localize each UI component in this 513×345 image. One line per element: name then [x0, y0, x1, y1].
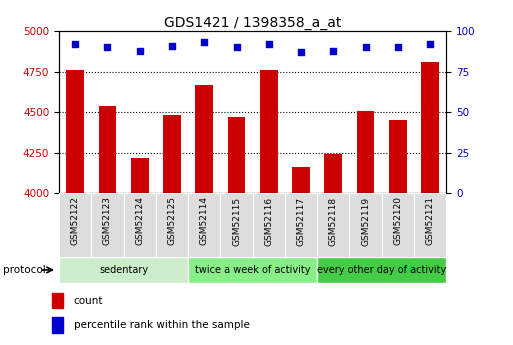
Bar: [163, 115, 181, 345]
Title: GDS1421 / 1398358_a_at: GDS1421 / 1398358_a_at: [164, 16, 341, 30]
Bar: [421, 62, 439, 345]
Point: [265, 41, 273, 47]
Text: GSM52120: GSM52120: [393, 196, 402, 245]
Text: GSM52117: GSM52117: [297, 196, 306, 246]
Point: [168, 43, 176, 48]
Text: GSM52118: GSM52118: [329, 196, 338, 246]
Bar: [156, 193, 188, 257]
Text: GSM52125: GSM52125: [167, 196, 176, 245]
Bar: [195, 85, 213, 345]
Text: GSM52122: GSM52122: [71, 196, 80, 245]
Point: [232, 45, 241, 50]
Text: sedentary: sedentary: [99, 265, 148, 275]
Text: GSM52124: GSM52124: [135, 196, 144, 245]
Bar: [317, 193, 349, 257]
Point: [394, 45, 402, 50]
Text: percentile rank within the sample: percentile rank within the sample: [74, 320, 250, 330]
Bar: [260, 70, 278, 345]
Point: [103, 45, 111, 50]
Bar: [91, 193, 124, 257]
Bar: [414, 193, 446, 257]
Bar: [66, 70, 84, 345]
Bar: [52, 317, 63, 333]
Bar: [317, 257, 446, 283]
Bar: [285, 193, 317, 257]
Bar: [98, 106, 116, 345]
Point: [426, 41, 435, 47]
Text: GSM52119: GSM52119: [361, 196, 370, 246]
Bar: [188, 193, 221, 257]
Bar: [349, 193, 382, 257]
Bar: [221, 193, 252, 257]
Text: twice a week of activity: twice a week of activity: [195, 265, 310, 275]
Point: [71, 41, 79, 47]
Bar: [59, 257, 188, 283]
Text: GSM52115: GSM52115: [232, 196, 241, 246]
Bar: [357, 110, 374, 345]
Text: GSM52123: GSM52123: [103, 196, 112, 245]
Point: [135, 48, 144, 53]
Point: [297, 49, 305, 55]
Text: every other day of activity: every other day of activity: [317, 265, 446, 275]
Bar: [124, 193, 156, 257]
Bar: [188, 257, 317, 283]
Text: GSM52116: GSM52116: [264, 196, 273, 246]
Text: count: count: [74, 296, 104, 306]
Bar: [389, 120, 407, 345]
Bar: [324, 154, 342, 345]
Bar: [59, 193, 91, 257]
Point: [362, 45, 370, 50]
Bar: [292, 167, 310, 345]
Point: [200, 40, 208, 45]
Text: protocol: protocol: [3, 265, 45, 275]
Bar: [52, 293, 63, 308]
Text: GSM52121: GSM52121: [426, 196, 435, 245]
Bar: [382, 193, 414, 257]
Point: [329, 48, 338, 53]
Bar: [252, 193, 285, 257]
Text: GSM52114: GSM52114: [200, 196, 209, 245]
Bar: [228, 117, 245, 345]
Bar: [131, 158, 149, 345]
